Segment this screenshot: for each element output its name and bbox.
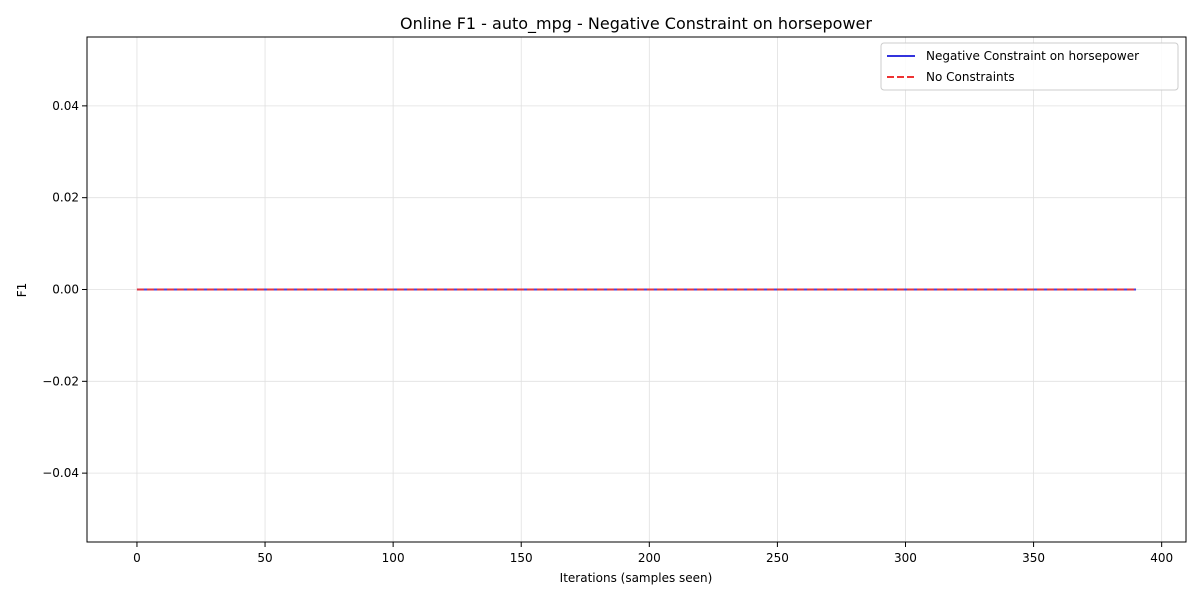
x-tick-label: 50	[257, 551, 272, 565]
x-tick-label: 400	[1150, 551, 1173, 565]
x-axis-label: Iterations (samples seen)	[560, 571, 713, 585]
legend-box	[880, 42, 1179, 91]
y-axis-label: F1	[15, 283, 29, 298]
y-tick-label: 0.00	[52, 283, 79, 297]
legend: Negative Constraint on horsepower No Cons…	[880, 42, 1179, 91]
legend-label-0: Negative Constraint on horsepower	[926, 49, 1139, 63]
y-tick-label: 0.04	[52, 99, 79, 113]
y-axis-ticks: −0.04 −0.02 0.00 0.02 0.04	[42, 99, 87, 480]
x-axis-ticks: 0 50 100 150 200 250 300 350 400	[133, 542, 1173, 565]
x-tick-label: 100	[382, 551, 405, 565]
x-tick-label: 250	[766, 551, 789, 565]
x-tick-label: 300	[894, 551, 917, 565]
legend-label-1: No Constraints	[926, 70, 1015, 84]
y-tick-label: 0.02	[52, 191, 79, 205]
y-tick-label: −0.04	[42, 466, 79, 480]
x-tick-label: 150	[510, 551, 533, 565]
chart-title: Online F1 - auto_mpg - Negative Constrai…	[400, 14, 872, 34]
x-tick-label: 350	[1022, 551, 1045, 565]
y-tick-label: −0.02	[42, 374, 79, 388]
x-tick-label: 200	[638, 551, 661, 565]
x-tick-label: 0	[133, 551, 141, 565]
